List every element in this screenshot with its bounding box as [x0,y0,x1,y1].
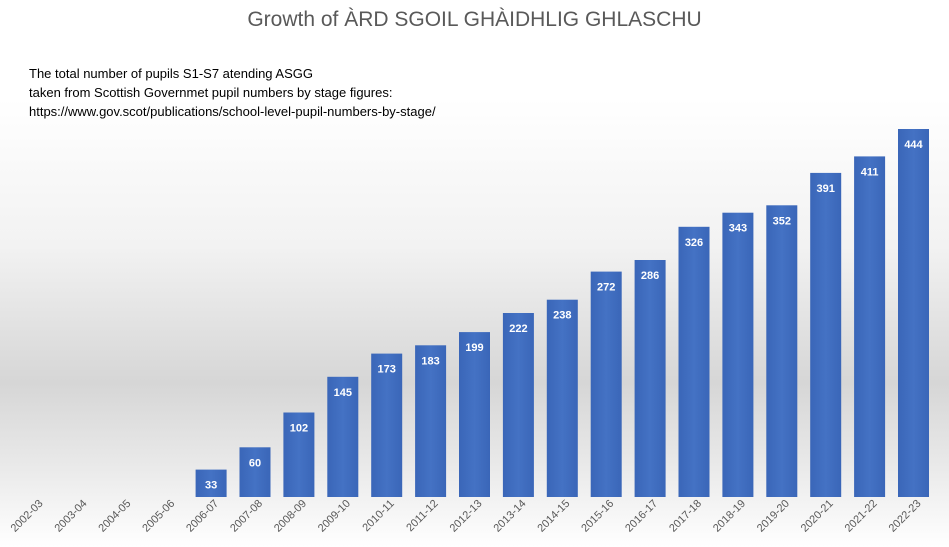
bar-2019-20 [766,205,798,498]
bar-2008-09 [283,412,315,497]
bar-2007-08 [239,447,271,497]
x-tick-label-2003-04: 2003-04 [52,498,89,535]
data-label-2008-09: 102 [290,423,308,435]
bar-2018-19 [722,212,754,497]
x-tick-label-2005-06: 2005-06 [140,498,177,535]
data-label-2017-18: 326 [685,237,703,249]
bar-2014-15 [546,299,578,497]
data-label-2007-08: 60 [249,457,261,469]
data-label-2018-19: 343 [729,223,747,235]
x-tick-label-2020-21: 2020-21 [799,498,836,535]
bar-2021-22 [854,156,886,497]
x-tick-label-2015-16: 2015-16 [579,498,616,535]
data-label-2014-15: 238 [553,310,571,322]
x-tick-label-2006-07: 2006-07 [184,498,221,535]
chart-annotation: The total number of pupils S1-S7 atendin… [29,64,436,121]
data-label-2016-17: 286 [641,270,659,282]
bar-2012-13 [459,332,490,497]
x-tick-label-2019-20: 2019-20 [755,498,792,535]
bar-2017-18 [678,226,710,498]
bar-2015-16 [590,271,622,497]
x-tick-label-2010-11: 2010-11 [360,498,396,534]
x-tick-label-2013-14: 2013-14 [491,498,528,535]
bar-2016-17 [634,260,666,497]
x-tick-label-2009-10: 2009-10 [316,498,353,535]
data-label-2006-07: 33 [205,480,217,492]
x-tick-label-2002-03: 2002-03 [9,498,46,535]
data-label-2010-11: 173 [378,364,396,376]
x-tick-label-2018-19: 2018-19 [711,498,748,535]
x-tick-label-2021-22: 2021-22 [843,498,880,535]
chart-title: Growth of ÀRD SGOIL GHÀIDHLIG GHLASCHU [247,8,702,31]
x-tick-label-2007-08: 2007-08 [228,498,265,535]
data-label-2020-21: 391 [817,183,835,195]
bar-2009-10 [327,376,359,497]
data-label-2022-23: 444 [904,139,923,151]
bar-2010-11 [371,353,403,497]
data-label-2011-12: 183 [421,355,439,367]
data-label-2013-14: 222 [509,323,527,335]
data-label-2015-16: 272 [597,282,615,294]
bar-2020-21 [810,172,842,497]
annotation-line-1: The total number of pupils S1-S7 atendin… [29,66,314,81]
annotation-line-3: https://www.gov.scot/publications/school… [29,104,436,119]
bar-2006-07 [195,469,227,497]
x-tick-label-2014-15: 2014-15 [535,498,572,535]
x-tick-label-2008-09: 2008-09 [272,498,309,535]
data-label-2021-22: 411 [861,166,879,178]
annotation-line-2: taken from Scottish Governmet pupil numb… [29,85,393,100]
data-label-2019-20: 352 [773,215,791,227]
data-label-2009-10: 145 [334,387,352,399]
data-label-2012-13: 199 [465,342,483,354]
x-tick-label-2011-12: 2011-12 [404,498,440,534]
bar-2022-23 [898,129,929,497]
x-tick-label-2016-17: 2016-17 [623,498,660,535]
x-tick-label-2004-05: 2004-05 [96,498,133,535]
x-tick-label-2017-18: 2017-18 [667,498,704,535]
bar-2011-12 [415,345,447,497]
bar-2013-14 [502,313,534,497]
x-tick-label-2012-13: 2012-13 [448,498,485,535]
x-tick-label-2022-23: 2022-23 [887,498,924,535]
